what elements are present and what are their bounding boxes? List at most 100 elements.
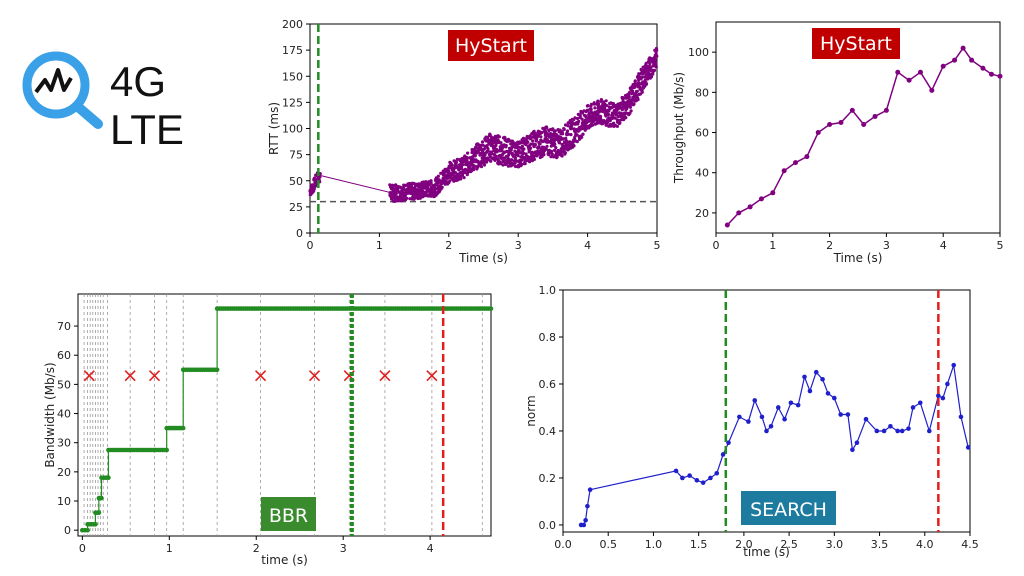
- throughput-point: [929, 87, 935, 93]
- rtt-point: [629, 109, 633, 113]
- norm-point: [714, 470, 720, 476]
- rtt-point: [418, 196, 422, 200]
- norm-ytick-label: 0.2: [539, 472, 557, 485]
- throughput-point: [997, 73, 1003, 79]
- norm-xtick-label: 4.5: [961, 538, 979, 551]
- norm-xtick-label: 0.5: [599, 538, 617, 551]
- norm-point: [746, 419, 751, 424]
- rtt-xtick-label: 0: [307, 239, 314, 252]
- norm-point: [906, 426, 911, 431]
- norm-point: [795, 402, 801, 408]
- rtt-point: [605, 103, 609, 108]
- rtt-point: [520, 154, 524, 158]
- rtt-point: [523, 162, 527, 166]
- rtt-point: [494, 143, 498, 147]
- rtt-point: [516, 154, 520, 158]
- bandwidth-point: [96, 510, 102, 515]
- throughput-point: [849, 107, 855, 113]
- rtt-point: [538, 142, 542, 146]
- rtt-point: [465, 156, 470, 160]
- rtt-point: [489, 159, 493, 163]
- rtt-point: [591, 123, 595, 127]
- rtt-point: [640, 75, 644, 80]
- rtt-point: [554, 146, 558, 150]
- rtt-ytick-label: 200: [282, 18, 303, 31]
- rtt-point: [531, 151, 535, 155]
- norm-ylabel: norm: [524, 395, 538, 426]
- throughput-point: [815, 130, 821, 136]
- rtt-point: [655, 48, 659, 52]
- rtt-point: [655, 54, 659, 58]
- rtt-point: [649, 65, 653, 69]
- rtt-point: [613, 116, 617, 120]
- rtt-point: [553, 142, 557, 146]
- throughput-xlabel: Time (s): [833, 251, 883, 265]
- norm-point: [895, 428, 900, 434]
- norm-xlabel: time (s): [743, 545, 790, 559]
- rtt-ytick-label: 100: [282, 123, 303, 136]
- rtt-point: [654, 65, 658, 69]
- norm-point: [583, 517, 588, 523]
- rtt-point: [617, 118, 621, 122]
- rtt-point: [436, 174, 440, 178]
- rtt-point: [545, 126, 549, 130]
- norm-point: [838, 412, 843, 417]
- rtt-point: [646, 68, 650, 73]
- norm-point: [965, 445, 971, 450]
- rtt-xtick-label: 2: [445, 239, 452, 252]
- rtt-point: [532, 157, 537, 161]
- rtt-point: [455, 157, 459, 161]
- rtt-point: [561, 132, 565, 136]
- norm-point: [687, 473, 692, 478]
- norm-ytick-label: 0.0: [539, 519, 557, 532]
- rtt-point: [529, 142, 533, 146]
- norm-xtick-label: 3.5: [871, 538, 889, 551]
- norm-point: [863, 416, 869, 422]
- rtt-point: [602, 100, 606, 104]
- rtt-point: [593, 106, 597, 110]
- throughput-point: [895, 69, 901, 75]
- rtt-point: [448, 179, 452, 183]
- rtt-point: [464, 168, 468, 172]
- throughput-plot-frame: [715, 21, 1001, 234]
- norm-xtick-label: 3.0: [826, 538, 844, 551]
- rtt-point: [563, 151, 567, 155]
- rtt-point: [652, 68, 657, 72]
- rtt-point: [556, 153, 560, 157]
- throughput-xtick-label: 3: [883, 239, 890, 252]
- throughput-point: [827, 121, 833, 127]
- rtt-point: [509, 158, 514, 162]
- norm-plot-frame: [562, 289, 971, 533]
- norm-xtick-label: 1.0: [645, 538, 663, 551]
- rtt-point: [504, 143, 508, 148]
- bandwidth-point: [214, 367, 220, 373]
- throughput-point: [724, 222, 730, 228]
- rtt-point: [566, 124, 570, 128]
- throughput-point: [980, 65, 986, 71]
- norm-point: [940, 395, 946, 401]
- rtt-point: [618, 121, 622, 125]
- rtt-point: [462, 176, 466, 180]
- throughput-xtick-label: 2: [826, 239, 833, 252]
- norm-point: [802, 374, 807, 380]
- throughput-point: [883, 107, 889, 113]
- rtt-point: [405, 196, 409, 200]
- throughput-point: [758, 196, 764, 202]
- throughput-point: [960, 45, 966, 51]
- rtt-point: [573, 116, 577, 120]
- rtt-point: [501, 163, 505, 167]
- bandwidth-xlabel: time (s): [261, 553, 308, 567]
- rtt-point: [580, 135, 584, 139]
- search-chart-icon: [22, 51, 103, 129]
- bandwidth-xtick-label: 1: [166, 542, 173, 555]
- rtt-ytick-label: 125: [282, 96, 303, 109]
- throughput-point: [804, 154, 810, 160]
- rtt-point: [486, 149, 490, 153]
- throughput-hystart-label-box: [812, 28, 900, 59]
- rtt-point: [513, 161, 517, 165]
- rtt-point: [569, 133, 573, 137]
- throughput-line: [726, 46, 1001, 226]
- rtt-point: [553, 129, 557, 133]
- bandwidth-ytick-label: 30: [57, 437, 71, 450]
- bandwidth-point: [85, 527, 90, 533]
